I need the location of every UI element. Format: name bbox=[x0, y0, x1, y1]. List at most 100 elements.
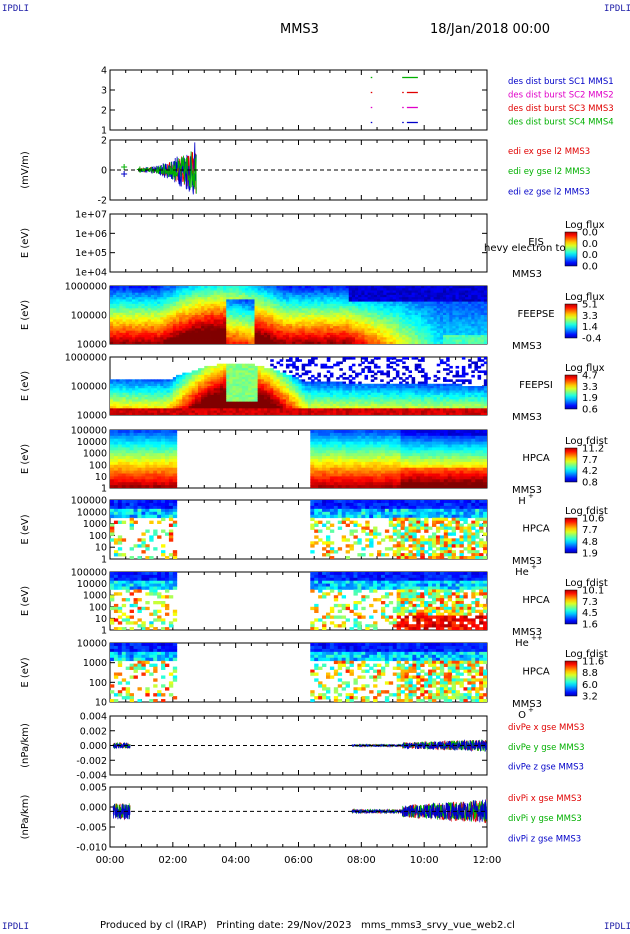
spectrogram-cell bbox=[207, 335, 211, 338]
spectrogram-cell bbox=[342, 390, 347, 394]
spectrogram-cell bbox=[138, 292, 142, 296]
spectrogram-cell bbox=[175, 374, 180, 378]
spectrogram-cell bbox=[468, 299, 472, 303]
spectrogram-cell bbox=[427, 317, 431, 320]
spectrogram-cell bbox=[342, 317, 347, 320]
spectrogram-cell bbox=[408, 286, 412, 289]
spectrogram-cell bbox=[468, 337, 472, 340]
spectrogram-cell bbox=[182, 399, 186, 403]
spectrogram-cell bbox=[157, 315, 161, 318]
spectrogram-cell bbox=[358, 297, 362, 300]
spectrogram-cell bbox=[201, 368, 205, 371]
spectrogram-cell bbox=[408, 315, 412, 318]
spectrogram-cell bbox=[254, 408, 259, 411]
spectrogram-cell bbox=[421, 294, 425, 298]
spectrogram-cell bbox=[336, 292, 340, 296]
spectrogram-cell bbox=[339, 312, 343, 316]
spectrogram-cell bbox=[175, 390, 180, 394]
spectrogram-cell bbox=[216, 315, 221, 318]
spectrogram-cell bbox=[307, 341, 312, 344]
spectrogram-cell bbox=[263, 368, 268, 371]
spectrogram-cell bbox=[188, 412, 193, 415]
spectrogram-cell bbox=[254, 381, 259, 385]
spectrogram-cell bbox=[399, 339, 403, 343]
spectrogram-cell bbox=[238, 370, 243, 374]
spectrogram-cell bbox=[260, 321, 265, 325]
spectrogram-cell bbox=[175, 377, 180, 380]
spectrogram-cell bbox=[446, 341, 450, 344]
spectrogram-cell bbox=[263, 377, 268, 380]
spectrogram-cell bbox=[367, 312, 372, 316]
spectrogram-cell bbox=[292, 319, 296, 323]
spectrogram-cell bbox=[141, 406, 145, 409]
spectrogram-cell bbox=[282, 394, 287, 398]
spectrogram-cell bbox=[298, 286, 303, 289]
spectrogram-cell bbox=[292, 397, 296, 400]
spectrogram-cell bbox=[172, 379, 177, 382]
spectrogram-cell bbox=[270, 381, 274, 385]
spectrogram-cell bbox=[128, 288, 133, 291]
spectrogram-cell bbox=[267, 292, 271, 296]
spectrogram-cell bbox=[449, 332, 453, 336]
spectrogram-cell bbox=[307, 323, 312, 327]
spectrogram-cell bbox=[298, 297, 303, 300]
spectrogram-cell bbox=[235, 410, 240, 414]
spectrogram-cell bbox=[373, 321, 378, 325]
spectrogram-cell bbox=[175, 379, 180, 382]
spectrogram-cell bbox=[182, 390, 186, 394]
spectrogram-cell bbox=[339, 386, 343, 389]
spectrogram-cell bbox=[141, 310, 145, 314]
spectrogram-cell bbox=[172, 294, 177, 298]
spectrogram-cell bbox=[279, 323, 284, 327]
spectrogram-cell bbox=[414, 339, 419, 343]
spectrogram-cell bbox=[245, 317, 249, 320]
spectrogram-cell bbox=[216, 297, 221, 300]
spectrogram-cell bbox=[241, 310, 246, 314]
spectrogram-cell bbox=[241, 377, 246, 380]
spectrogram-cell bbox=[436, 332, 441, 336]
spectrogram-cell bbox=[351, 292, 356, 296]
spectrogram-cell bbox=[229, 388, 233, 391]
spectrogram-cell bbox=[241, 399, 246, 403]
spectrogram-cell bbox=[329, 381, 334, 385]
spectrogram-cell bbox=[367, 315, 372, 318]
spectrogram-cell bbox=[172, 390, 177, 394]
spectrogram-cell bbox=[433, 321, 438, 325]
spectrogram-cell bbox=[421, 286, 425, 289]
spectrogram-cell bbox=[110, 326, 114, 329]
spectrogram-cell bbox=[188, 401, 193, 405]
spectrogram-cell bbox=[197, 297, 202, 300]
spectrogram-cell bbox=[414, 288, 419, 291]
spectrogram-cell bbox=[226, 286, 230, 289]
spectrogram-cell bbox=[314, 388, 318, 391]
spectrogram-cell bbox=[169, 299, 174, 303]
spectrogram-cell bbox=[185, 317, 189, 320]
spectrogram-cell bbox=[166, 408, 171, 411]
spectrogram-cell bbox=[213, 292, 218, 296]
spectrogram-cell bbox=[153, 303, 158, 307]
spectrogram-cell bbox=[147, 386, 152, 389]
spectrogram-cell bbox=[150, 383, 155, 387]
spectrogram-cell bbox=[333, 381, 337, 385]
spectrogram-cell bbox=[292, 321, 296, 325]
spectrogram-cell bbox=[194, 321, 199, 325]
spectrogram-cell bbox=[263, 315, 268, 318]
spectrogram-cell bbox=[254, 328, 259, 332]
spectrogram-cell bbox=[480, 337, 485, 340]
spectrogram-cell bbox=[414, 326, 419, 329]
spectrogram-cell bbox=[229, 410, 233, 414]
spectrogram-cell bbox=[179, 290, 183, 294]
spectrogram-cell bbox=[342, 326, 347, 329]
spectrogram-cell bbox=[329, 374, 334, 378]
spectrogram-cell bbox=[480, 306, 485, 309]
spectrogram-cell bbox=[326, 388, 331, 391]
spectrogram-cell bbox=[179, 392, 183, 396]
spectrogram-cell bbox=[241, 288, 246, 291]
spectrogram-cell bbox=[458, 337, 463, 340]
spectrogram-cell bbox=[433, 341, 438, 344]
spectrogram-cell bbox=[326, 317, 331, 320]
spectrogram-cell bbox=[273, 319, 277, 323]
spectrogram-cell bbox=[179, 312, 183, 316]
spectrogram-cell bbox=[465, 330, 469, 334]
spectrogram-cell bbox=[471, 319, 475, 323]
